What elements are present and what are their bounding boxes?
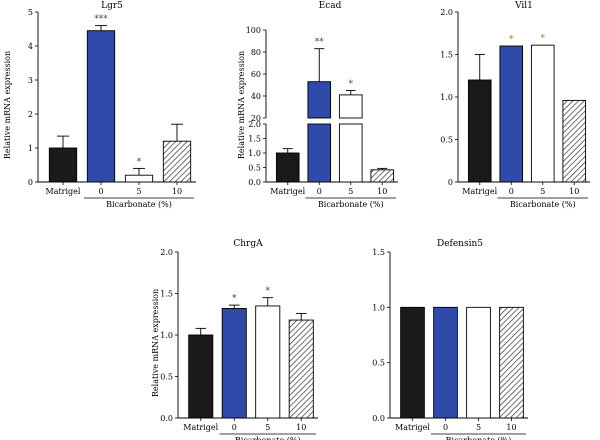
x-tick-label: Matrigel [395,423,430,432]
y-tick-label: 20 [251,114,261,123]
y-tick-label: 0.0 [160,414,173,423]
y-tick-label: 1.5 [248,135,261,144]
x-tick-label: 0 [98,187,103,196]
panel-chrga: ChrgA 0.0 0.5 1.0 1.5 2.0 Matrigel * 0 * 5 10 Bicarb… [151,239,318,440]
y-tick-label: 5 [28,8,33,17]
y-tick-label: 0.5 [440,136,453,145]
x-tick-label: 10 [377,187,387,196]
x-tick-label: 5 [265,423,270,432]
significance-marker: * [509,35,514,45]
x-tick-label: Matrigel [183,423,218,432]
x-tick-label: 5 [540,187,545,196]
x-tick-label: 5 [348,187,353,196]
significance-marker: * [266,287,271,297]
bar-matrigel [400,306,425,419]
bar-bicarb-10 [499,306,524,419]
x-tick-label: 10 [296,423,306,432]
y-tick-label: 2.0 [440,8,453,17]
y-tick-label: 1.0 [248,149,261,158]
chart-title: Defensin5 [437,239,483,249]
y-tick-label: 2 [28,110,33,119]
y-tick-label: 2.0 [248,120,261,129]
y-tick-label: 40 [251,92,261,101]
panel-ecad: Ecad0.00.51.01.52.020406080100Matrigel**… [237,1,398,209]
y-tick-label: 0.5 [160,373,173,382]
y-tick-label: 1 [28,144,33,153]
y-tick-label: 0.0 [372,414,385,423]
bar-bicarb-0 [86,30,116,183]
chart-title: Lgr5 [101,1,123,11]
x-tick-label: 0 [443,423,448,432]
y-tick-label: 1.0 [440,93,453,102]
y-tick-label: 1.0 [372,303,385,312]
x-tick-label: 5 [136,187,141,196]
significance-marker: * [349,80,354,90]
x-axis-label: Bicarbonate (%) [106,200,172,209]
y-tick-label: 2.0 [160,248,173,257]
x-tick-label: Matrigel [46,187,81,196]
chart-title: Vil1 [514,1,533,11]
significance-marker: * [137,157,142,167]
significance-marker: ** [315,38,325,48]
x-tick-label: Matrigel [462,187,497,196]
y-tick-label: 3 [28,76,33,85]
bar-matrigel [275,152,300,183]
bar-matrigel [188,334,214,419]
x-tick-label: 0 [317,187,322,196]
y-axis-label: Relative mRNA expression [237,51,246,159]
y-tick-label: 1.0 [160,331,173,340]
x-axis-label: Bicarbonate (%) [446,436,512,440]
y-tick-label: 100 [246,26,261,35]
significance-marker: *** [94,15,108,25]
panel-vil1: Vil1 0 0.5 1.0 1.5 2.0 Matrigel * 0 * 5 10 Bicarbona… [440,1,590,209]
y-tick-label: 1.5 [160,290,173,299]
y-tick-label: 0.0 [248,178,261,187]
x-axis-label: Bicarbonate (%) [318,200,384,209]
x-tick-label: 0 [232,423,237,432]
bar-bicarb-0 [307,81,332,119]
bar-bicarb-0 [499,45,524,183]
bar-bicarb-0 [433,306,458,419]
bar-bicarb-0 [221,307,247,419]
bar-matrigel [48,147,78,183]
bar-bicarb-5-lower [338,123,363,183]
y-tick-label: 0 [28,178,33,187]
y-tick-label: 0.5 [372,359,385,368]
bar-bicarb-5 [530,44,555,183]
bar-bicarb-10 [288,319,314,419]
y-axis-label: Relative mRNA expression [151,289,160,397]
bar-bicarb-5 [338,94,363,119]
bar-bicarb-0-lower [307,123,332,183]
y-axis-label: Relative mRNA expression [3,51,12,159]
bar-bicarb-10 [562,99,587,183]
chart-title: Ecad [319,1,342,11]
bar-bicarb-5 [466,306,491,419]
significance-marker: * [541,34,546,44]
x-tick-label: 10 [569,187,579,196]
y-tick-label: 80 [251,48,261,57]
x-axis-label: Bicarbonate (%) [510,200,576,209]
bar-bicarb-5 [124,174,154,183]
x-tick-label: 5 [476,423,481,432]
x-tick-label: 10 [172,187,182,196]
y-tick-label: 4 [28,42,33,51]
panel-defensin5: Defensin5 0.0 0.5 1.0 1.5 Matrigel 0 5 10 Bicarbo… [372,239,528,440]
x-tick-label: 0 [509,187,514,196]
bar-bicarb-10 [162,140,192,183]
bar-bicarb-5 [255,305,281,419]
chart-title: ChrgA [233,239,263,249]
y-tick-label: 0.5 [248,164,261,173]
y-tick-label: 60 [251,70,261,79]
x-tick-label: 10 [506,423,516,432]
y-tick-label: 1.5 [440,51,453,60]
bar-bicarb-10 [370,169,395,183]
significance-marker: * [232,294,237,304]
bar-matrigel [467,79,492,183]
x-tick-label: Matrigel [270,187,305,196]
x-axis-label: Bicarbonate (%) [235,436,301,440]
y-tick-label: 0 [448,178,453,187]
y-tick-label: 1.5 [372,248,385,257]
